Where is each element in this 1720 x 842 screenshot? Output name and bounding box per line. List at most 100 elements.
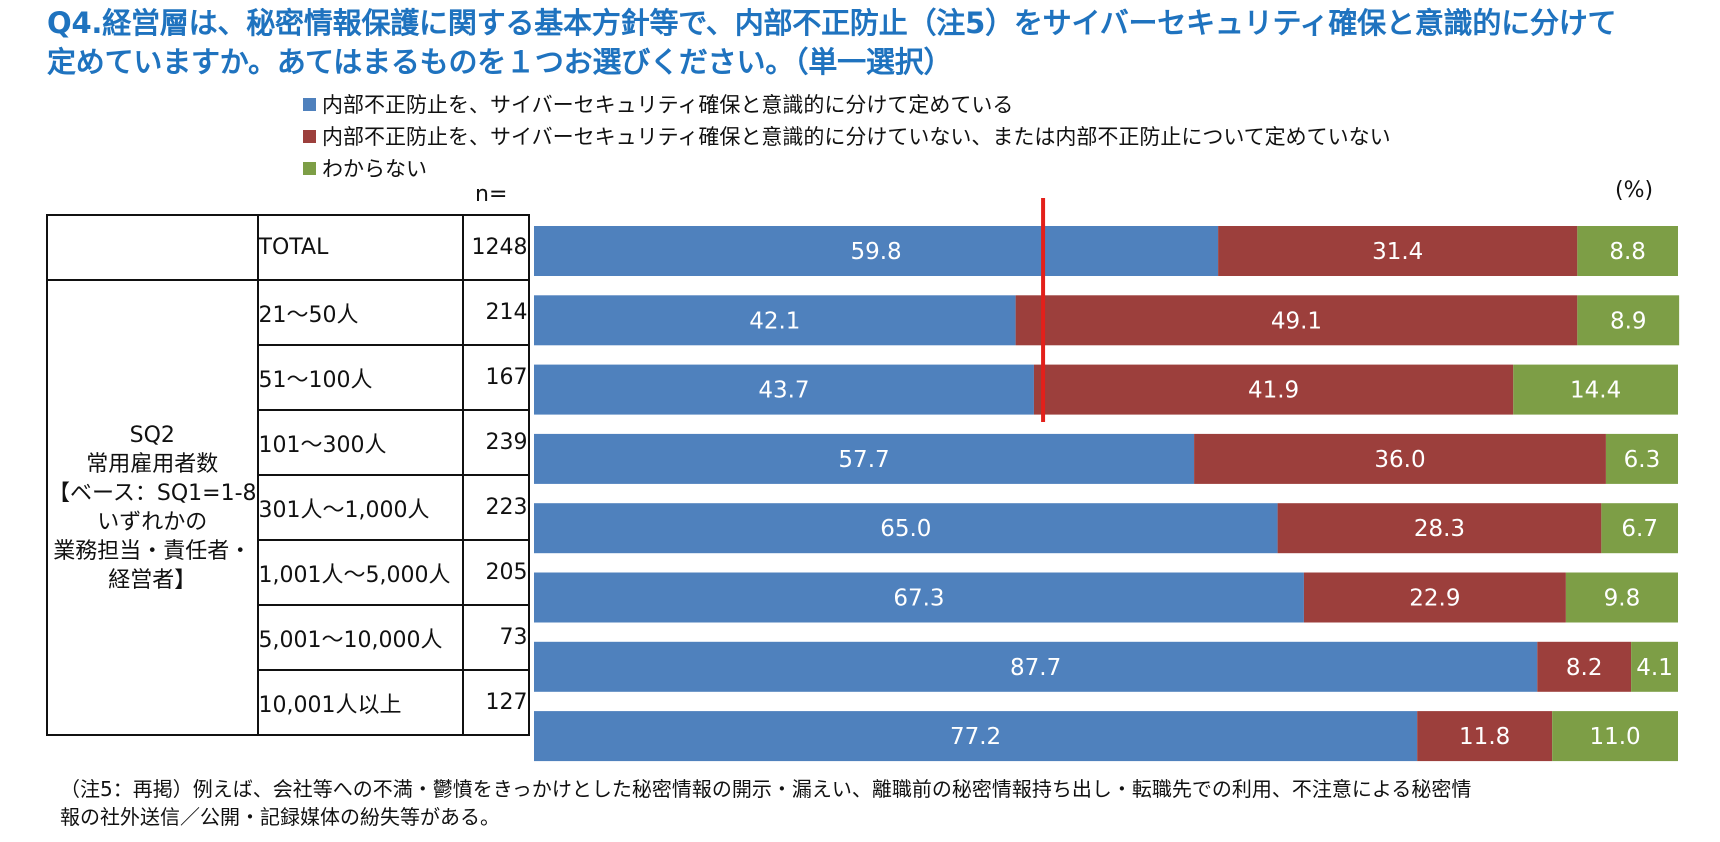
legend-swatch-green <box>303 161 316 175</box>
n-value: 223 <box>461 474 530 541</box>
unit-label: (%) <box>1615 178 1654 203</box>
data-label: 4.1 <box>1636 655 1673 681</box>
data-label: 87.7 <box>1010 655 1061 681</box>
chart-title: Q4.経営層は、秘密情報保護に関する基本方針等で、内部不正防止（注5）をサイバー… <box>47 4 1707 82</box>
legend-item-blue: 内部不正防止を、サイバーセキュリティ確保と意識的に分けて定めている <box>303 88 1391 120</box>
bar-segment <box>1577 226 1678 276</box>
data-label: 36.0 <box>1374 447 1425 473</box>
bar-segment <box>1194 433 1606 484</box>
table-row: 5,001～10,000人 73 <box>47 604 530 671</box>
n-value: 127 <box>461 669 530 736</box>
bar-segment <box>1605 433 1678 484</box>
bar-segment <box>534 711 1418 762</box>
n-header: n= <box>475 182 508 207</box>
n-value: 205 <box>461 539 530 606</box>
bar-segment <box>1552 711 1678 762</box>
legend-item-green: わからない <box>303 152 1391 184</box>
legend-swatch-blue <box>303 97 316 111</box>
n-value: 239 <box>461 409 530 476</box>
category-label: 5,001～10,000人 <box>256 604 464 671</box>
group-label-line: 【ベース：SQ1=1-8 <box>48 480 257 506</box>
legend-item-red: 内部不正防止を、サイバーセキュリティ確保と意識的に分けていない、または内部不正防… <box>303 120 1391 152</box>
bar-segment <box>534 433 1195 484</box>
table-row: TOTAL 1248 <box>46 214 530 281</box>
footnote-line-1: （注5：再掲）例えば、会社等への不満・鬱憤をきっかけとした秘密情報の開示・漏えい… <box>60 777 1472 801</box>
data-label: 6.3 <box>1624 447 1661 473</box>
category-label: 51～100人 <box>256 344 464 411</box>
bar-segment <box>534 364 1034 415</box>
data-label: 11.8 <box>1459 724 1510 750</box>
legend: 内部不正防止を、サイバーセキュリティ確保と意識的に分けて定めている 内部不正防止… <box>303 88 1391 184</box>
data-label: 8.2 <box>1566 655 1603 681</box>
table-row: SQ2 常用雇用者数 【ベース：SQ1=1-8 いずれかの 業務担当・責任者・ … <box>46 279 530 736</box>
bar-segment <box>1015 295 1578 346</box>
data-label: 8.9 <box>1610 308 1647 334</box>
bar-segment <box>1277 503 1602 554</box>
table-row: 301人～1,000人 223 <box>47 474 530 541</box>
category-label: 1,001人～5,000人 <box>256 539 464 606</box>
group-label-line: 常用雇用者数 <box>86 451 219 477</box>
n-value: 167 <box>461 344 530 411</box>
legend-label-red: 内部不正防止を、サイバーセキュリティ確保と意識的に分けていない、または内部不正防… <box>322 125 1391 149</box>
n-value: 73 <box>461 604 530 671</box>
group-label-line: いずれかの <box>97 509 208 535</box>
group-label-line: 業務担当・責任者・ <box>53 538 252 564</box>
data-label: 57.7 <box>838 447 889 473</box>
category-label: 101～300人 <box>256 409 464 476</box>
table-row: 10,001人以上 127 <box>47 669 530 736</box>
footnote: （注5：再掲）例えば、会社等への不満・鬱憤をきっかけとした秘密情報の開示・漏えい… <box>60 775 1670 831</box>
bar-segment <box>1513 364 1678 415</box>
data-label: 31.4 <box>1372 239 1423 265</box>
bar-segment <box>1537 641 1632 692</box>
bar-segment <box>1303 572 1566 623</box>
data-label: 77.2 <box>950 724 1001 750</box>
group-label-line: SQ2 <box>129 422 175 448</box>
category-label: 10,001人以上 <box>256 669 464 736</box>
data-label: 14.4 <box>1570 378 1621 404</box>
data-label: 65.0 <box>880 516 931 542</box>
category-label: 301人～1,000人 <box>256 474 464 541</box>
bar-segment <box>1417 711 1553 762</box>
data-label: 22.9 <box>1409 586 1460 612</box>
data-label: 28.3 <box>1414 516 1465 542</box>
bar-segment <box>1631 641 1678 692</box>
data-label: 11.0 <box>1589 724 1640 750</box>
data-label: 67.3 <box>893 586 944 612</box>
data-label: 42.1 <box>749 308 800 334</box>
bar-segment <box>534 572 1304 623</box>
bar-segment <box>1601 503 1678 554</box>
data-label: 6.7 <box>1621 516 1658 542</box>
footnote-line-2: 報の社外送信／公開・記録媒体の紛失等がある。 <box>60 805 500 829</box>
group-label-line: 経営者】 <box>108 567 197 593</box>
data-label: 8.8 <box>1609 239 1646 265</box>
data-label: 59.8 <box>850 239 901 265</box>
blank-cell <box>46 214 259 281</box>
data-label: 41.9 <box>1248 378 1299 404</box>
legend-label-blue: 内部不正防止を、サイバーセキュリティ確保と意識的に分けて定めている <box>322 93 1014 117</box>
table-row: 101～300人 239 <box>47 409 530 476</box>
table-row: 51～100人 167 <box>47 344 530 411</box>
bar-segment <box>534 295 1016 346</box>
data-label: 43.7 <box>758 378 809 404</box>
legend-label-green: わからない <box>322 157 427 181</box>
bar-segment <box>1577 295 1680 346</box>
legend-swatch-red <box>303 129 316 143</box>
title-line-1: Q4.経営層は、秘密情報保護に関する基本方針等で、内部不正防止（注5）をサイバー… <box>47 6 1617 40</box>
category-table: TOTAL 1248 SQ2 常用雇用者数 【ベース：SQ1=1-8 いずれかの… <box>46 214 530 736</box>
bar-segment <box>1218 226 1578 276</box>
table-row: 1,001人～5,000人 205 <box>47 539 530 606</box>
category-label: 21～50人 <box>256 279 464 346</box>
bar-segment <box>534 503 1278 554</box>
category-label: TOTAL <box>256 214 464 281</box>
bar-segment <box>1033 364 1514 415</box>
group-label: SQ2 常用雇用者数 【ベース：SQ1=1-8 いずれかの 業務担当・責任者・ … <box>46 279 259 736</box>
bar-segment <box>534 226 1219 276</box>
data-label: 9.8 <box>1604 586 1641 612</box>
bar-segment <box>1565 572 1678 623</box>
n-value: 214 <box>461 279 530 346</box>
bar-segment <box>534 641 1538 692</box>
data-label: 49.1 <box>1271 308 1322 334</box>
title-line-2: 定めていますか。あてはまるものを１つお選びください。（単一選択） <box>47 45 953 79</box>
n-value: 1248 <box>461 214 530 281</box>
